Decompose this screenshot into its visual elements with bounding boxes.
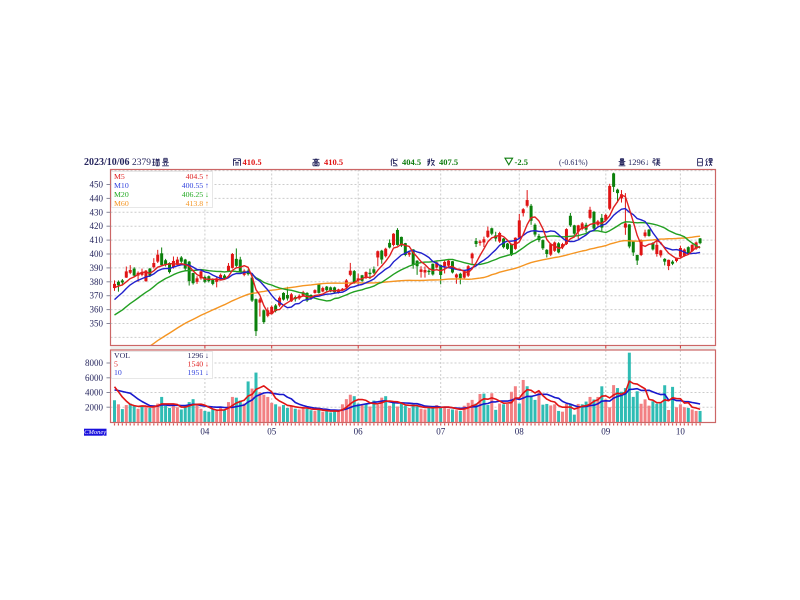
svg-text:2023/10/06: 2023/10/06	[84, 157, 130, 168]
svg-text:404.5 ↑: 404.5 ↑	[186, 172, 209, 181]
svg-text:04: 04	[200, 427, 210, 437]
svg-text:380: 380	[90, 277, 104, 287]
svg-text:2379: 2379	[132, 158, 151, 168]
svg-text:07: 07	[436, 427, 446, 437]
svg-text:1951 ↓: 1951 ↓	[188, 368, 209, 377]
svg-text:370: 370	[90, 291, 104, 301]
svg-text:407.5: 407.5	[439, 157, 458, 167]
svg-text:M10: M10	[114, 181, 129, 190]
svg-text:1540 ↓: 1540 ↓	[188, 360, 209, 369]
svg-text:8000: 8000	[85, 358, 104, 368]
svg-text:390: 390	[90, 263, 104, 273]
svg-text:09: 09	[601, 427, 611, 437]
svg-text:5: 5	[114, 360, 118, 369]
svg-text:1296↓: 1296↓	[628, 157, 649, 167]
svg-text:VOL: VOL	[114, 351, 130, 360]
svg-text:2000: 2000	[85, 402, 104, 412]
svg-text:360: 360	[90, 305, 104, 315]
svg-text:440: 440	[90, 193, 104, 203]
svg-text:430: 430	[90, 207, 104, 217]
svg-text:406.25 ↓: 406.25 ↓	[182, 190, 209, 199]
svg-text:(-0.61%): (-0.61%)	[559, 158, 588, 167]
svg-text:4000: 4000	[85, 388, 104, 398]
svg-text:CMoney: CMoney	[84, 429, 106, 436]
svg-text:420: 420	[90, 221, 104, 231]
svg-text:450: 450	[90, 180, 104, 190]
svg-text:410: 410	[90, 235, 104, 245]
svg-text:08: 08	[515, 427, 525, 437]
svg-text:413.8 ↑: 413.8 ↑	[186, 199, 209, 208]
svg-text:400.55 ↑: 400.55 ↑	[182, 181, 209, 190]
svg-text:400: 400	[90, 249, 104, 259]
svg-text:6000: 6000	[85, 373, 104, 383]
svg-text:410.5: 410.5	[324, 157, 343, 167]
svg-text:M20: M20	[114, 190, 129, 199]
svg-text:M60: M60	[114, 199, 129, 208]
svg-text:M5: M5	[114, 172, 125, 181]
svg-text:05: 05	[267, 427, 277, 437]
svg-text:10: 10	[114, 368, 122, 377]
svg-text:1296 ↓: 1296 ↓	[188, 351, 209, 360]
svg-text:-2.5: -2.5	[515, 157, 528, 167]
svg-text:350: 350	[90, 319, 104, 329]
svg-text:404.5: 404.5	[402, 157, 421, 167]
svg-text:10: 10	[676, 427, 686, 437]
svg-text:410.5: 410.5	[243, 157, 262, 167]
svg-text:06: 06	[354, 427, 364, 437]
